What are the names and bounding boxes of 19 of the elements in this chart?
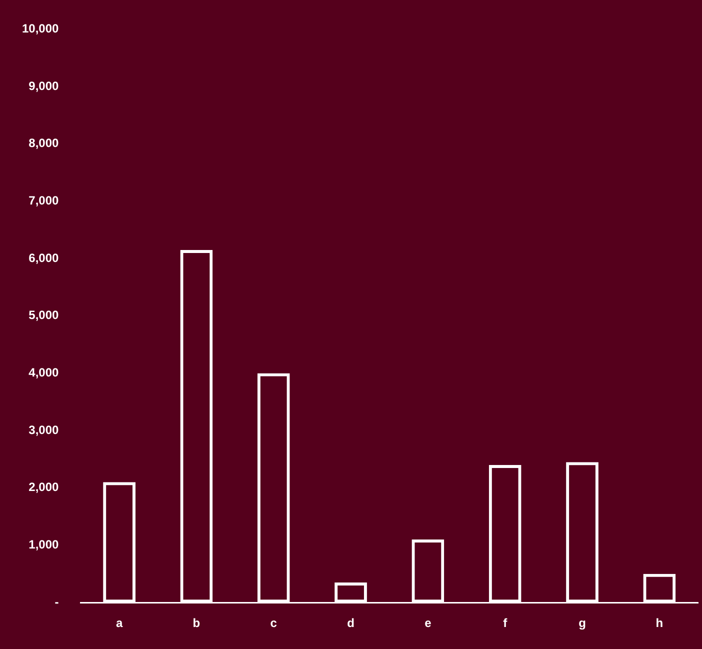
y-tick-label: 7,000 — [28, 194, 60, 208]
y-tick-label: 4,000 — [28, 366, 60, 380]
y-tick-label: 3,000 — [28, 422, 60, 437]
x-tick-label: h — [656, 616, 664, 630]
y-tick-label: 2,000 — [28, 480, 60, 494]
x-tick-label: d — [347, 616, 354, 630]
y-tick-label: 10,000 — [22, 22, 60, 36]
x-tick-label: f — [503, 616, 508, 630]
y-tick-label: 1,000 — [28, 538, 60, 552]
x-tick-label: c — [270, 616, 278, 630]
x-tick-label: a — [116, 616, 123, 630]
y-tick-label: 8,000 — [28, 136, 60, 150]
y-tick-label: 5,000 — [28, 308, 60, 322]
x-tick-label: g — [578, 616, 586, 630]
y-tick-label: 9,000 — [28, 78, 60, 93]
x-tick-label: b — [192, 616, 200, 630]
x-tick-label: e — [424, 616, 432, 630]
y-tick-label: - — [54, 594, 59, 609]
y-tick-label: 6,000 — [28, 250, 60, 265]
